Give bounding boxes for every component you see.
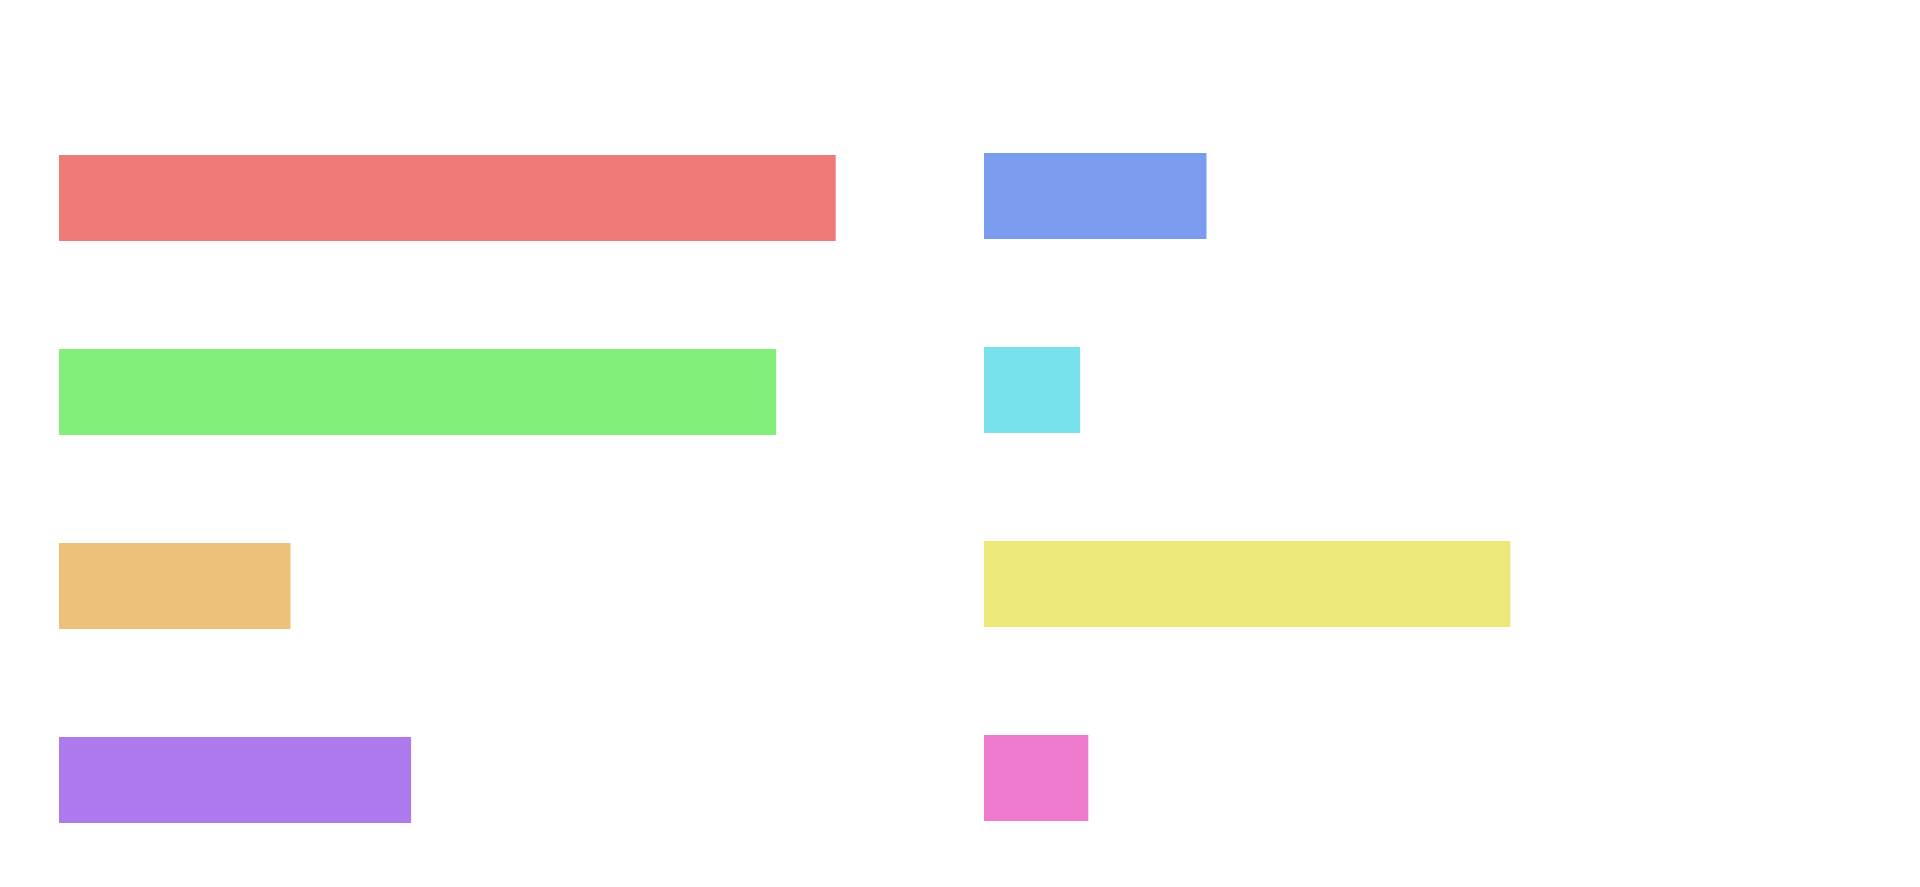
bar-1-3 xyxy=(59,543,291,629)
bar-1-1 xyxy=(59,155,836,241)
bar-group-1 xyxy=(59,155,836,823)
bar-2-2 xyxy=(984,347,1081,433)
bar-group-2 xyxy=(984,153,1511,821)
bar-1-2 xyxy=(59,349,777,435)
bar-2-4 xyxy=(984,735,1089,821)
bar-1-4 xyxy=(59,737,412,823)
bar-2-1 xyxy=(984,153,1207,239)
bar-2-3 xyxy=(984,541,1511,627)
